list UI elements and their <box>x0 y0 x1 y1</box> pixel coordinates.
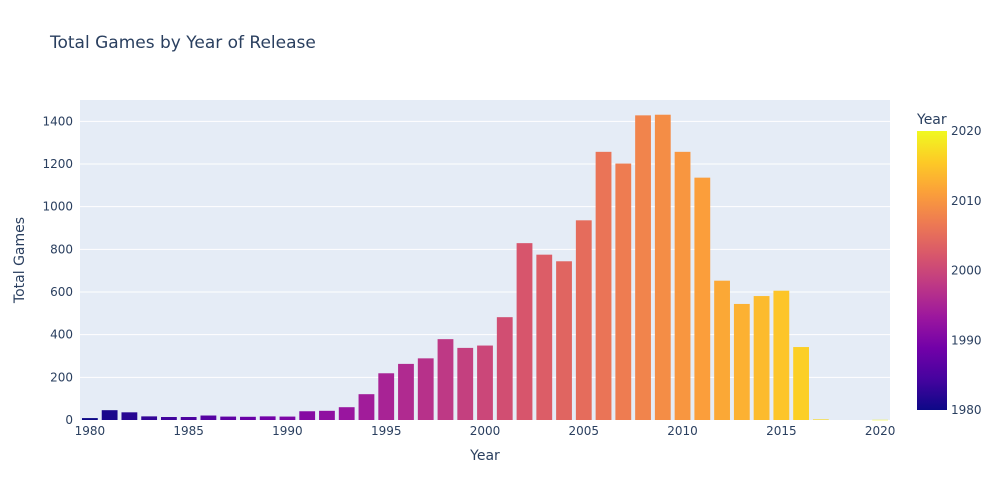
bar-1985[interactable] <box>180 417 197 420</box>
colorbar-tick-label: 2010 <box>951 194 982 208</box>
x-tick-label: 1990 <box>272 424 303 438</box>
x-tick-label: 2005 <box>569 424 600 438</box>
bar-1982[interactable] <box>121 412 138 420</box>
x-tick-label: 1985 <box>173 424 204 438</box>
colorbar-tick-label: 1980 <box>951 403 982 417</box>
bar-1983[interactable] <box>141 416 158 420</box>
y-tick-label: 800 <box>50 242 73 256</box>
bar-1996[interactable] <box>398 363 414 420</box>
bar-1981[interactable] <box>101 410 118 420</box>
bar-2013[interactable] <box>733 303 750 420</box>
bar-2010[interactable] <box>674 151 691 420</box>
bar-1997[interactable] <box>417 358 434 420</box>
bar-1991[interactable] <box>299 411 316 420</box>
y-tick-label: 1200 <box>42 157 73 171</box>
colorbar-gradient <box>917 131 947 410</box>
bar-2007[interactable] <box>615 163 632 420</box>
x-tick-label: 1995 <box>371 424 402 438</box>
bar-2003[interactable] <box>536 254 553 420</box>
x-axis-ticks: 1980 1985 1990 1995 2000 2005 2010 2015 2020 <box>75 424 896 438</box>
bar-2006[interactable] <box>595 151 612 420</box>
y-tick-label: 1000 <box>42 200 73 214</box>
bar-2009[interactable] <box>654 114 671 420</box>
bar-2015[interactable] <box>773 290 790 420</box>
bar-1989[interactable] <box>259 416 276 420</box>
bar-2011[interactable] <box>694 177 711 420</box>
colorbar: Year 1980 1990 2000 2010 2020 <box>916 112 982 417</box>
bar-2001[interactable] <box>496 317 513 420</box>
bar-1988[interactable] <box>240 416 256 420</box>
colorbar-tick-label: 1990 <box>951 333 982 347</box>
x-tick-label: 2010 <box>667 424 698 438</box>
colorbar-tick-label: 2020 <box>951 124 982 138</box>
x-axis-title: Year <box>469 448 500 464</box>
bar-2016[interactable] <box>793 347 809 420</box>
bar-2008[interactable] <box>635 115 651 421</box>
bar-2005[interactable] <box>575 220 592 420</box>
bar-2012[interactable] <box>714 280 730 420</box>
bar-1984[interactable] <box>161 417 177 420</box>
bar-1995[interactable] <box>378 373 395 420</box>
x-tick-label: 2015 <box>766 424 797 438</box>
y-tick-label: 1400 <box>42 114 73 128</box>
bar-1999[interactable] <box>457 347 474 420</box>
bar-1993[interactable] <box>338 407 355 420</box>
bar-1998[interactable] <box>437 339 454 420</box>
y-axis-ticks: 0 200 400 600 800 1000 1200 1400 <box>42 114 73 427</box>
y-tick-label: 0 <box>65 413 73 427</box>
bar-2002[interactable] <box>516 243 533 420</box>
bar-2017[interactable] <box>812 419 829 420</box>
colorbar-ticks: 1980 1990 2000 2010 2020 <box>951 124 982 417</box>
bar-2014[interactable] <box>753 296 770 420</box>
y-axis-title: Total Games <box>12 217 28 304</box>
bar-1980[interactable] <box>81 418 98 420</box>
x-tick-label: 2020 <box>865 424 896 438</box>
bar-1994[interactable] <box>358 394 375 420</box>
bar-1990[interactable] <box>279 416 296 420</box>
bar-1986[interactable] <box>200 415 217 420</box>
colorbar-tick-label: 2000 <box>951 264 982 278</box>
bars[interactable] <box>81 114 889 421</box>
y-tick-label: 200 <box>50 370 73 384</box>
x-tick-label: 1980 <box>75 424 106 438</box>
x-tick-label: 2000 <box>470 424 501 438</box>
colorbar-title: Year <box>916 112 947 128</box>
chart-title: Total Games by Year of Release <box>50 33 316 53</box>
y-tick-label: 600 <box>50 285 73 299</box>
bar-2004[interactable] <box>556 261 572 420</box>
bar-2020[interactable] <box>872 419 889 421</box>
bar-2000[interactable] <box>477 345 493 420</box>
bar-1987[interactable] <box>220 416 237 420</box>
y-tick-label: 400 <box>50 328 73 342</box>
bar-1992[interactable] <box>319 410 335 420</box>
